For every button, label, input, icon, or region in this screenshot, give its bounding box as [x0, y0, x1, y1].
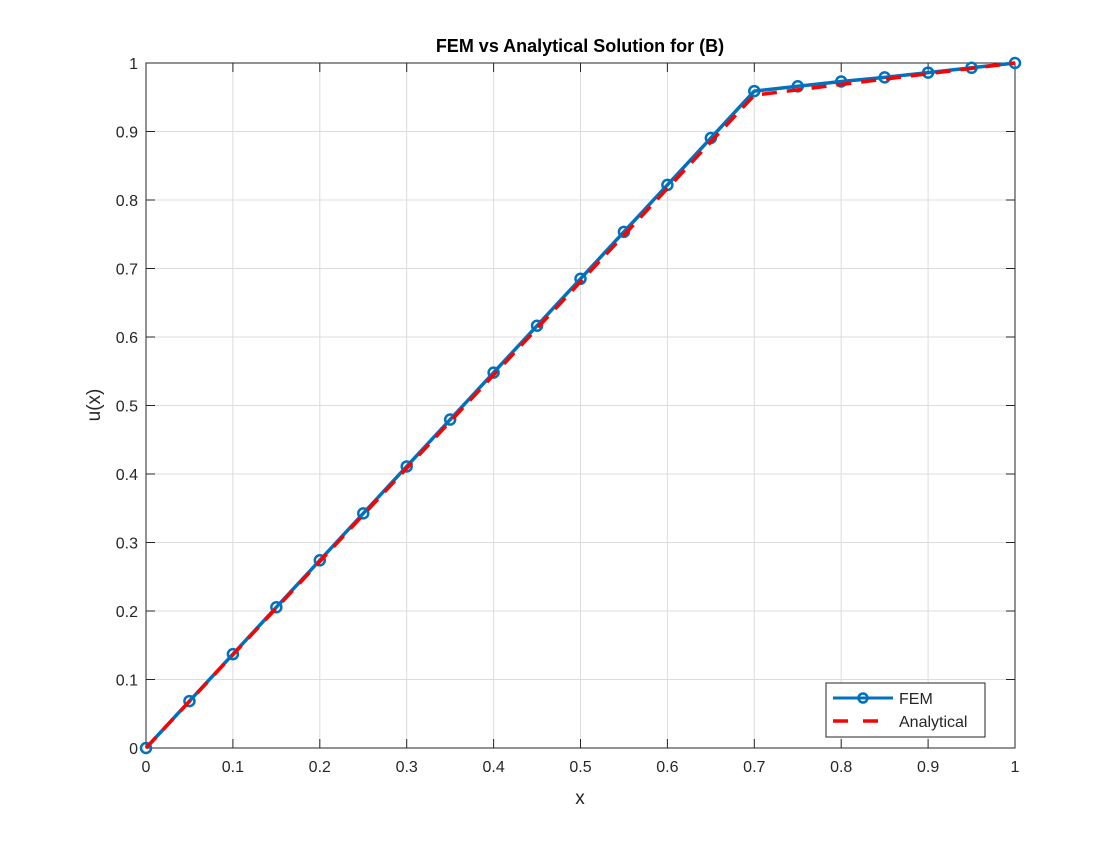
fem-marker — [834, 75, 848, 88]
legend-analytical-label: Analytical — [899, 714, 967, 731]
fem-marker — [183, 694, 196, 708]
y-tick-label: 0.4 — [116, 467, 138, 484]
fem-marker — [530, 319, 544, 332]
legend-fem-label: FEM — [899, 691, 933, 708]
x-axis-label: x — [575, 788, 585, 809]
fem-marker — [357, 507, 370, 520]
series — [139, 56, 1022, 755]
y-axis-label: u(x) — [84, 389, 105, 422]
x-tick-label: 0.1 — [222, 759, 244, 776]
x-tick-label: 0.6 — [656, 759, 678, 776]
x-tick-label: 0.4 — [482, 759, 504, 776]
x-tick-label: 0.3 — [396, 759, 418, 776]
y-tick-label: 0 — [129, 741, 138, 758]
fem-marker — [226, 647, 240, 661]
fem-marker — [270, 600, 283, 614]
y-tick-label: 0.2 — [116, 604, 138, 621]
x-tick-label: 1 — [1011, 759, 1020, 776]
y-tick-label: 0.5 — [116, 399, 138, 416]
x-tick-label: 0.8 — [830, 759, 852, 776]
y-tick-label: 0.7 — [116, 262, 138, 279]
legend: FEM Analytical — [825, 682, 986, 738]
fem-marker — [748, 84, 761, 98]
y-tick-label: 0.3 — [116, 536, 138, 553]
x-tick-label: 0.7 — [743, 759, 765, 776]
legend-box — [825, 682, 986, 738]
fem-marker — [487, 366, 500, 379]
y-tick-label: 0.1 — [116, 673, 138, 690]
x-tick-label: 0.2 — [309, 759, 331, 776]
fem-marker — [313, 554, 327, 567]
x-tick-label: 0.9 — [917, 759, 939, 776]
x-tick-label: 0 — [142, 759, 151, 776]
fem-marker — [400, 460, 413, 473]
chart-title: FEM vs Analytical Solution for (B) — [436, 36, 724, 56]
ticks: 0 0.1 0.2 0.3 0.4 0.5 0.6 0.7 0.8 0.9 1 0 0.1 0.2 0.3 0… — [116, 56, 1020, 776]
y-tick-label: 0.9 — [116, 125, 138, 142]
y-tick-label: 0.8 — [116, 193, 138, 210]
legend-fem-marker — [857, 692, 869, 704]
fem-marker — [139, 741, 153, 755]
x-tick-label: 0.5 — [569, 759, 591, 776]
fem-marker — [443, 413, 457, 426]
y-tick-label: 1 — [129, 56, 138, 73]
grid — [145, 62, 1016, 749]
y-tick-label: 0.6 — [116, 330, 138, 347]
